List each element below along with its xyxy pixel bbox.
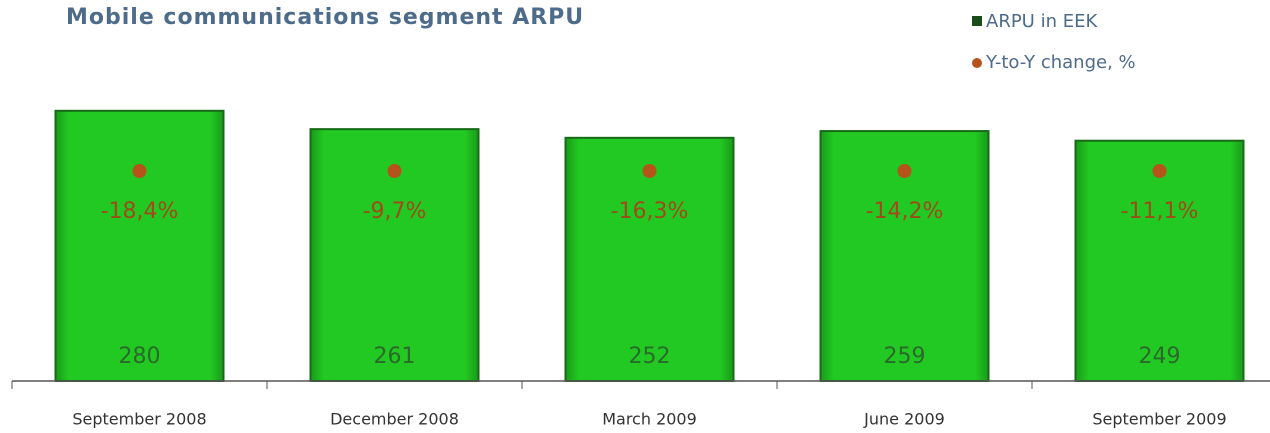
legend-swatch	[972, 58, 982, 68]
x-tick-label: December 2008	[330, 410, 459, 429]
bar	[54, 109, 225, 383]
change-marker	[132, 164, 147, 178]
x-tick-label: June 2009	[863, 410, 945, 429]
change-label: -18,4%	[101, 199, 179, 224]
change-label: -14,2%	[866, 199, 944, 224]
bar	[564, 136, 735, 382]
bar-value-label: 280	[119, 344, 161, 369]
change-marker	[642, 164, 657, 178]
bar-value-label: 259	[884, 344, 926, 369]
change-label: -11,1%	[1121, 199, 1199, 224]
change-label: -9,7%	[363, 199, 427, 224]
x-tick-label: September 2009	[1092, 410, 1226, 429]
chart-title: Mobile communications segment ARPU	[66, 5, 584, 30]
legend-label: Y-to-Y change, %	[985, 52, 1136, 73]
x-tick-label: March 2009	[602, 410, 697, 429]
legend-swatch	[972, 16, 982, 26]
change-marker	[1152, 164, 1167, 178]
bar	[1074, 139, 1245, 382]
bar-value-label: 249	[1139, 344, 1181, 369]
change-marker	[897, 164, 912, 178]
change-label: -16,3%	[611, 199, 689, 224]
legend-label: ARPU in EEK	[986, 11, 1098, 32]
bar-value-label: 261	[374, 344, 416, 369]
change-marker	[387, 164, 402, 178]
bar-value-label: 252	[629, 344, 671, 369]
x-tick-label: September 2008	[72, 410, 206, 429]
